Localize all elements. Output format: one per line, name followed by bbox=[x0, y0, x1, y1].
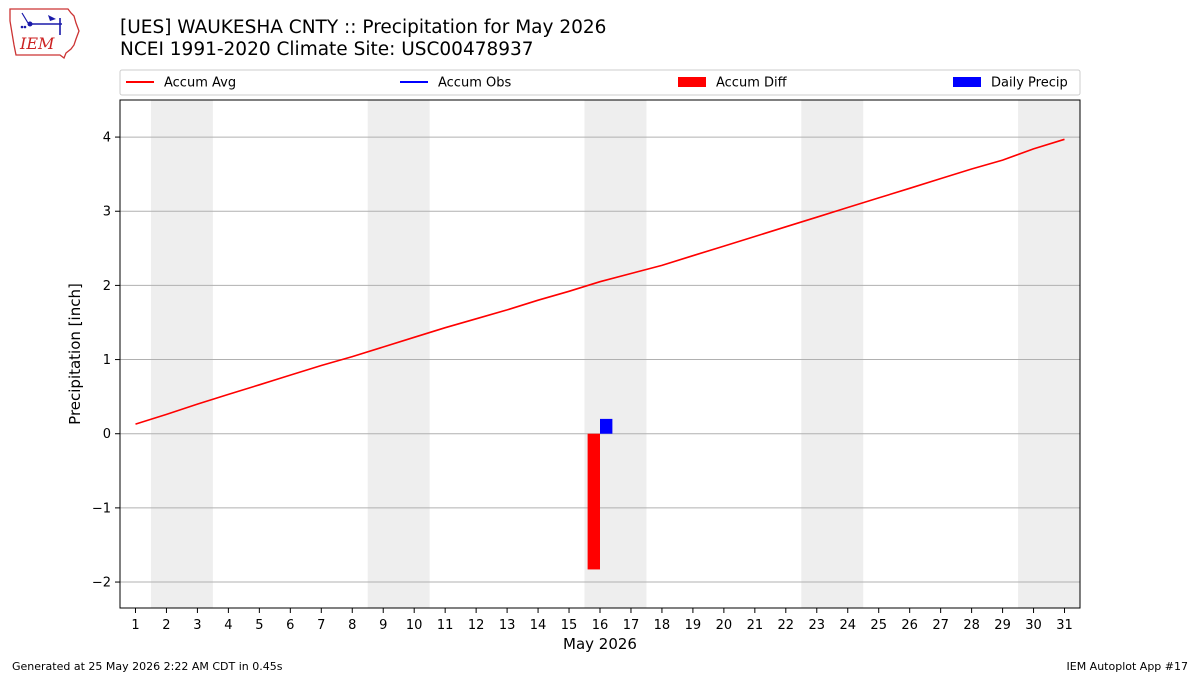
chart-title: [UES] WAUKESHA CNTY :: Precipitation for… bbox=[120, 17, 607, 38]
legend-label: Accum Avg bbox=[164, 76, 236, 91]
x-axis-ticks: 1 2 3 4 5 6 7 8 9 10 11 12 13 14 15 16 17 18 19 20 21 22 23 24 2… bbox=[131, 608, 1073, 633]
x-tick-label: 12 bbox=[468, 618, 485, 633]
x-tick-label: 23 bbox=[809, 618, 826, 633]
logo-text: IEM bbox=[19, 34, 55, 53]
x-tick-label: 5 bbox=[255, 618, 263, 633]
weekend-bands bbox=[150, 100, 1080, 608]
legend-accum-obs: Accum Obs bbox=[400, 76, 511, 91]
legend-frame bbox=[119, 69, 1081, 96]
weekend-band bbox=[801, 100, 864, 608]
x-tick-label: 31 bbox=[1056, 618, 1073, 633]
x-tick-label: 16 bbox=[592, 618, 609, 633]
generated-timestamp: Generated at 25 May 2026 2:22 AM CDT in … bbox=[12, 660, 283, 673]
weekend-band bbox=[367, 100, 430, 608]
legend-label: Accum Obs bbox=[438, 76, 511, 91]
accum-avg-line bbox=[135, 138, 1065, 425]
x-tick-label: 14 bbox=[530, 618, 547, 633]
accum-diff-bar bbox=[587, 433, 600, 570]
x-tick-label: 30 bbox=[1025, 618, 1042, 633]
x-tick-label: 19 bbox=[685, 618, 702, 633]
x-tick-label: 15 bbox=[561, 618, 578, 633]
x-tick-label: 7 bbox=[317, 618, 325, 633]
weekend-band bbox=[1018, 100, 1080, 608]
x-tick-label: 4 bbox=[224, 618, 232, 633]
iem-logo: IEM bbox=[9, 8, 80, 59]
x-tick-label: 2 bbox=[162, 618, 170, 633]
legend-accum-avg: Accum Avg bbox=[126, 76, 236, 91]
x-tick-label: 21 bbox=[747, 618, 764, 633]
legend-label: Daily Precip bbox=[991, 76, 1068, 91]
y-tick-label: −2 bbox=[92, 576, 111, 591]
x-tick-label: 29 bbox=[994, 618, 1011, 633]
x-tick-label: 11 bbox=[437, 618, 454, 633]
y-tick-label: 1 bbox=[103, 353, 111, 368]
x-tick-label: 25 bbox=[870, 618, 887, 633]
legend-label: Accum Diff bbox=[716, 76, 788, 91]
x-tick-label: 18 bbox=[654, 618, 671, 633]
x-tick-label: 3 bbox=[193, 618, 201, 633]
weekend-band bbox=[150, 100, 213, 608]
x-axis-label: May 2026 bbox=[563, 635, 637, 653]
y-tick-label: 3 bbox=[103, 205, 111, 220]
x-tick-label: 26 bbox=[901, 618, 918, 633]
y-axis-ticks: −2 −1 0 1 2 3 4 bbox=[92, 131, 120, 591]
y-gridlines bbox=[120, 136, 1080, 583]
y-tick-label: 2 bbox=[103, 279, 111, 294]
x-tick-label: 1 bbox=[131, 618, 139, 633]
x-tick-label: 10 bbox=[406, 618, 423, 633]
y-tick-label: −1 bbox=[92, 501, 111, 516]
legend-swatch bbox=[678, 77, 706, 87]
legend: Accum Avg Accum Obs Accum Diff Daily Precip bbox=[119, 69, 1081, 96]
daily-precip-bar bbox=[600, 418, 613, 434]
x-tick-label: 28 bbox=[963, 618, 980, 633]
y-axis-label: Precipitation [inch] bbox=[66, 283, 84, 425]
x-tick-label: 20 bbox=[716, 618, 733, 633]
bar-marks bbox=[587, 418, 613, 570]
x-tick-label: 22 bbox=[778, 618, 795, 633]
x-tick-label: 17 bbox=[623, 618, 640, 633]
x-tick-label: 24 bbox=[839, 618, 856, 633]
y-tick-label: 4 bbox=[103, 131, 111, 146]
x-tick-label: 13 bbox=[499, 618, 516, 633]
x-tick-label: 8 bbox=[348, 618, 356, 633]
autoplot-app-label: IEM Autoplot App #17 bbox=[1066, 660, 1189, 673]
chart-subtitle: NCEI 1991-2020 Climate Site: USC00478937 bbox=[120, 39, 534, 60]
legend-daily-precip: Daily Precip bbox=[953, 76, 1068, 91]
legend-swatch bbox=[953, 77, 981, 87]
y-tick-label: 0 bbox=[103, 427, 111, 442]
chart-title-block: [UES] WAUKESHA CNTY :: Precipitation for… bbox=[120, 17, 606, 61]
x-tick-label: 9 bbox=[379, 618, 387, 633]
legend-accum-diff: Accum Diff bbox=[678, 76, 788, 91]
x-tick-label: 27 bbox=[932, 618, 949, 633]
iowa-outline-icon bbox=[9, 8, 80, 59]
x-tick-label: 6 bbox=[286, 618, 294, 633]
